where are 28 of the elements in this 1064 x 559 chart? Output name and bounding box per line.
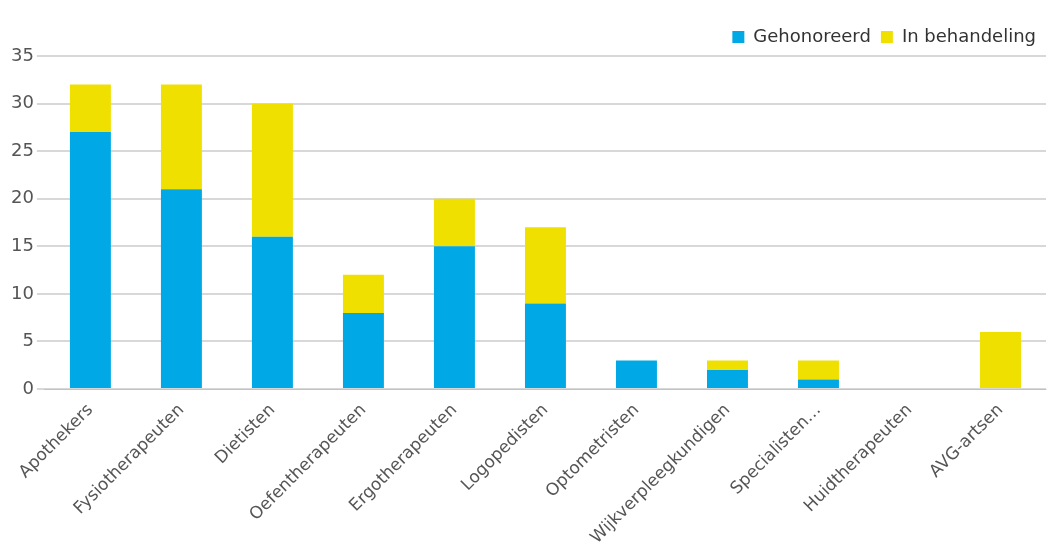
- y-tick-label: 15: [11, 233, 34, 255]
- bar: [342, 312, 384, 389]
- bar: [798, 379, 839, 389]
- bar: [160, 189, 202, 389]
- bar: [980, 331, 1021, 389]
- bar: [433, 198, 475, 247]
- bar: [433, 246, 475, 389]
- bar: [524, 227, 566, 304]
- y-tick-label: 35: [11, 43, 34, 65]
- bar: [798, 360, 839, 380]
- bar: [524, 303, 566, 389]
- bar: [160, 84, 202, 190]
- bar: [251, 103, 293, 237]
- legend-label: Gehonoreerd: [753, 24, 871, 46]
- y-tick-label: 25: [11, 138, 34, 160]
- bar: [706, 370, 748, 389]
- y-tick-label: 10: [11, 281, 34, 303]
- y-tick-label: 5: [22, 329, 34, 351]
- bar: [69, 132, 111, 389]
- bar: [706, 360, 748, 370]
- y-tick-label: 0: [22, 376, 34, 398]
- bar: [69, 84, 111, 133]
- bar: [615, 360, 657, 389]
- y-tick-label: 20: [11, 186, 34, 208]
- bar: [342, 274, 384, 313]
- legend-label: In behandeling: [901, 24, 1036, 46]
- bar: [251, 236, 293, 389]
- y-tick-label: 30: [11, 91, 34, 113]
